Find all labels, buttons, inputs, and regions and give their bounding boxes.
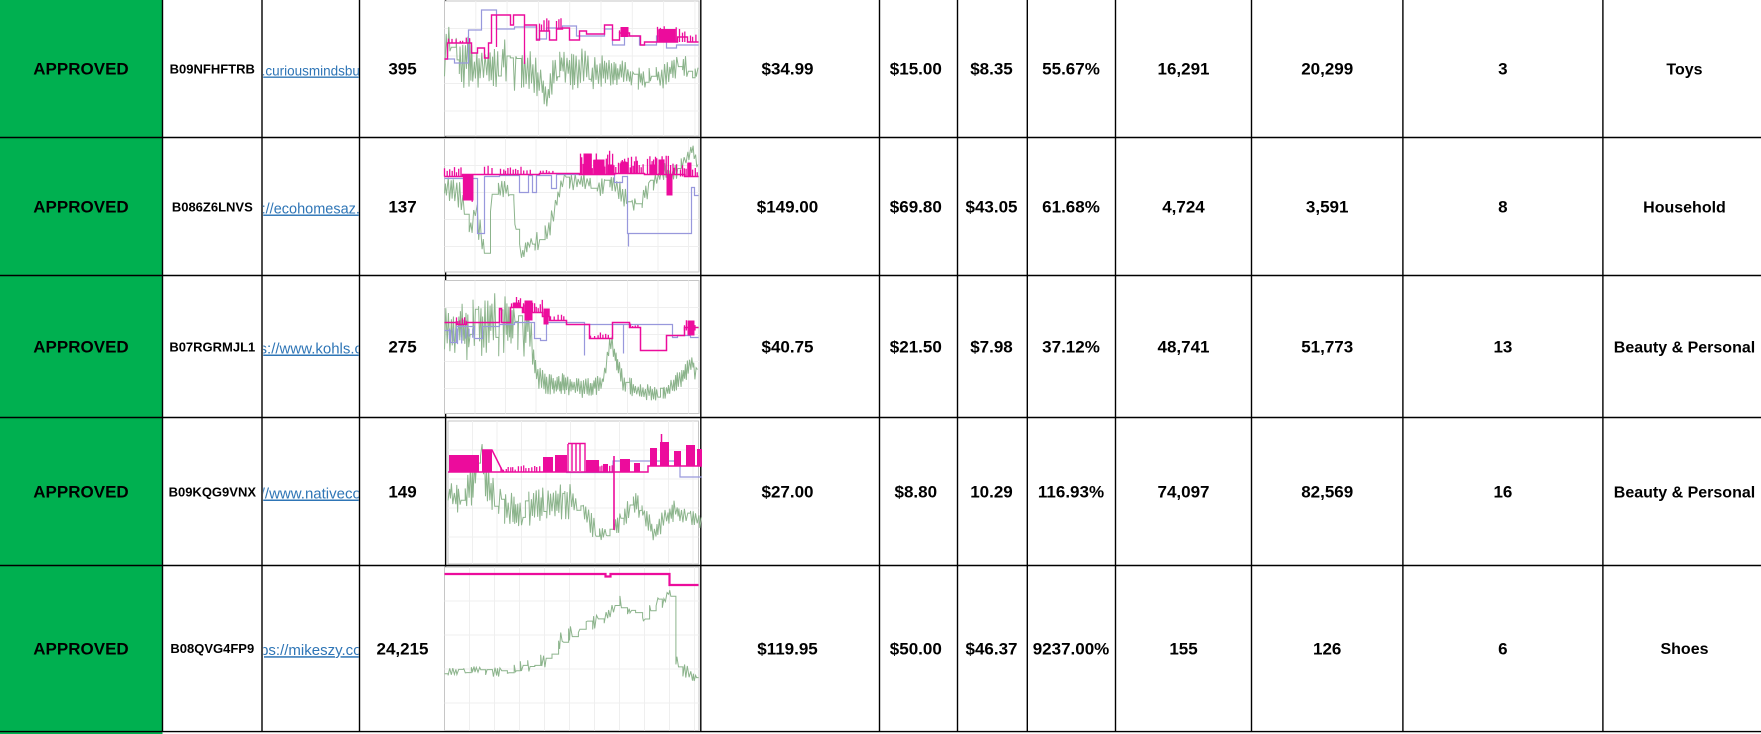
- svg-text:$15.00: $15.00: [890, 60, 942, 79]
- svg-text:B09NFHFTRB: B09NFHFTRB: [170, 61, 255, 76]
- svg-text:61.68%: 61.68%: [1042, 198, 1100, 217]
- svg-text:149: 149: [388, 483, 416, 502]
- svg-text:137: 137: [388, 198, 416, 217]
- svg-text:B09KQG9VNX: B09KQG9VNX: [169, 484, 257, 499]
- svg-text:$34.99: $34.99: [762, 60, 814, 79]
- svg-text:275: 275: [388, 338, 416, 357]
- svg-text:Toys: Toys: [1666, 61, 1702, 78]
- svg-text:B08QVG4FP9: B08QVG4FP9: [170, 641, 254, 656]
- svg-text:24,215: 24,215: [377, 639, 429, 658]
- svg-text:395: 395: [388, 60, 416, 79]
- svg-text:8: 8: [1498, 198, 1507, 217]
- svg-text:74,097: 74,097: [1158, 483, 1210, 502]
- svg-text:16,291: 16,291: [1158, 60, 1210, 79]
- svg-text:Household: Household: [1643, 199, 1726, 216]
- svg-text:B07RGRMJL1: B07RGRMJL1: [169, 339, 255, 354]
- svg-text:Shoes: Shoes: [1660, 641, 1708, 658]
- svg-text:$50.00: $50.00: [890, 639, 942, 658]
- svg-text:51,773: 51,773: [1301, 338, 1353, 357]
- svg-text:APPROVED: APPROVED: [33, 60, 128, 79]
- svg-text:$69.80: $69.80: [890, 198, 942, 217]
- svg-text:116.93%: 116.93%: [1038, 483, 1104, 502]
- svg-text:4,724: 4,724: [1162, 198, 1205, 217]
- svg-text:$8.35: $8.35: [970, 60, 1013, 79]
- svg-text:Beauty & Personal: Beauty & Personal: [1614, 484, 1755, 501]
- svg-text:155: 155: [1169, 639, 1197, 658]
- svg-text:APPROVED: APPROVED: [33, 338, 128, 357]
- svg-text:APPROVED: APPROVED: [33, 639, 128, 658]
- svg-text:$149.00: $149.00: [757, 198, 818, 217]
- svg-text://www.nativeco: //www.nativeco: [261, 486, 361, 503]
- svg-text:37.12%: 37.12%: [1042, 338, 1100, 357]
- svg-text:126: 126: [1313, 639, 1341, 658]
- svg-text:$119.95: $119.95: [757, 639, 818, 658]
- svg-text:$8.80: $8.80: [895, 483, 938, 502]
- svg-text:3: 3: [1498, 60, 1507, 79]
- svg-text:3,591: 3,591: [1306, 198, 1349, 217]
- svg-text:.curiousmindsbu: .curiousmindsbu: [262, 64, 360, 79]
- svg-text:$7.98: $7.98: [970, 338, 1013, 357]
- svg-text:13: 13: [1493, 338, 1512, 357]
- svg-text:ps://mikeszy.co: ps://mikeszy.co: [260, 642, 361, 659]
- svg-text:55.67%: 55.67%: [1042, 60, 1100, 79]
- svg-text:6: 6: [1498, 639, 1507, 658]
- svg-text:s://www.kohls.c: s://www.kohls.c: [260, 341, 363, 358]
- svg-text:10.29: 10.29: [970, 483, 1013, 502]
- svg-text:$40.75: $40.75: [762, 338, 814, 357]
- svg-text:48,741: 48,741: [1158, 338, 1210, 357]
- svg-text:82,569: 82,569: [1301, 483, 1353, 502]
- svg-text:20,299: 20,299: [1301, 60, 1353, 79]
- svg-text:APPROVED: APPROVED: [33, 198, 128, 217]
- svg-text:://ecohomesaz.: ://ecohomesaz.: [262, 202, 360, 218]
- svg-text:$46.37: $46.37: [966, 639, 1018, 658]
- svg-text:$27.00: $27.00: [762, 483, 814, 502]
- svg-text:$43.05: $43.05: [966, 198, 1018, 217]
- svg-text:APPROVED: APPROVED: [33, 483, 128, 502]
- svg-text:$21.50: $21.50: [890, 338, 942, 357]
- svg-text:9237.00%: 9237.00%: [1033, 639, 1110, 658]
- svg-text:Beauty & Personal: Beauty & Personal: [1614, 339, 1755, 356]
- svg-text:B086Z6LNVS: B086Z6LNVS: [172, 199, 253, 214]
- svg-text:16: 16: [1493, 483, 1512, 502]
